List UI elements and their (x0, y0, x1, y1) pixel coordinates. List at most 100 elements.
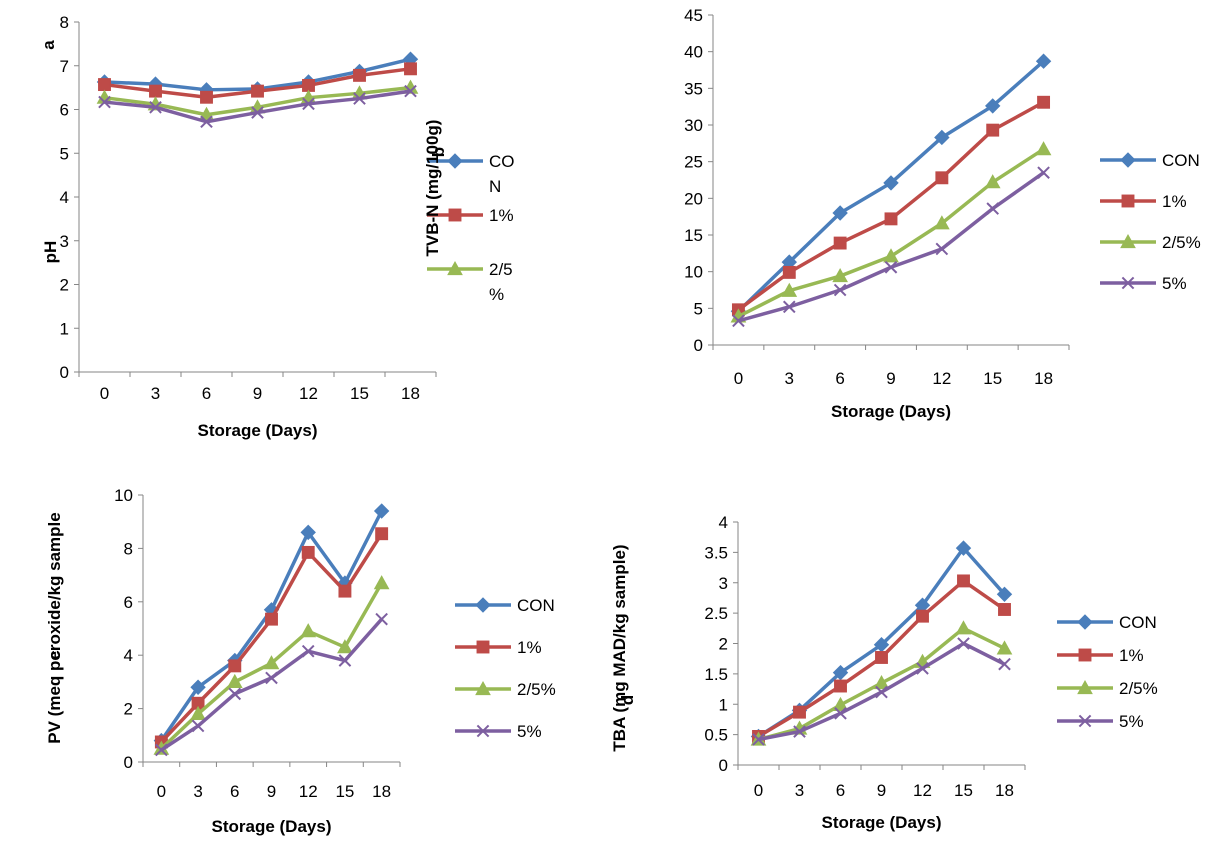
legend-swatch-marker (476, 640, 490, 654)
data-point-5-stroke-b (1037, 166, 1050, 179)
data-point-1 (200, 90, 213, 104)
data-point-5-stroke-b (935, 242, 949, 256)
data-point-5 (155, 743, 168, 757)
series-con (730, 53, 1052, 319)
legend-item-con: CON (427, 152, 515, 196)
data-point-2-5 (190, 705, 206, 721)
y-tick-label: 0 (60, 363, 69, 382)
legend: CON 1% 2/5% 5% (1057, 613, 1158, 731)
data-point-1 (916, 609, 929, 623)
y-tick-label: 20 (684, 189, 703, 208)
data-point-5-stroke-b (957, 637, 970, 650)
x-tick-label: 18 (401, 384, 420, 403)
data-point-5 (149, 101, 162, 114)
data-point-5 (833, 283, 847, 297)
legend-swatch-marker (475, 680, 491, 696)
legend-item-1: 1% (1057, 646, 1144, 665)
data-point-2-5 (337, 639, 353, 654)
legend-swatch-marker (1077, 679, 1093, 695)
legend-item-con: CON (1100, 151, 1200, 170)
data-point-1 (404, 62, 417, 76)
y-axis-title: TVB-N (mg/100g) (423, 120, 442, 257)
data-point-5-stroke-b (916, 662, 929, 675)
data-point-5 (732, 314, 745, 328)
series-1 (752, 574, 1011, 743)
series-1 (154, 527, 389, 749)
legend-label: 1% (1119, 646, 1144, 665)
x-tick-label: 18 (1034, 369, 1053, 388)
data-point-5 (353, 92, 366, 105)
y-tick-label: 0.5 (704, 726, 728, 745)
data-point-2-5 (781, 282, 798, 297)
data-point-1 (375, 527, 389, 541)
y-tick-label: 2 (60, 276, 69, 295)
y-tick-label: 4 (719, 513, 728, 532)
data-point-1 (338, 584, 352, 598)
x-tick-label: 6 (202, 384, 211, 403)
legend-swatch-marker (1078, 648, 1092, 662)
data-point-5 (251, 106, 264, 119)
legend-label: 2/5 (489, 260, 513, 279)
legend-swatch-marker-stroke-b (1078, 714, 1092, 728)
legend-label: CON (1119, 613, 1157, 632)
legend: CON 1% 2/5% 5% (455, 596, 556, 741)
y-tick-label: 25 (684, 153, 703, 172)
y-tick-label: 5 (694, 299, 703, 318)
data-point-5 (98, 95, 111, 109)
data-point-5 (404, 84, 417, 98)
data-point-5-stroke-b (149, 101, 162, 114)
data-point-1 (935, 171, 949, 185)
legend-swatch-marker (447, 260, 463, 276)
legend-item-2-5: 2/5% (1100, 233, 1201, 252)
x-tick-label: 0 (100, 384, 109, 403)
data-point-2-5 (996, 640, 1013, 655)
data-point-2-5 (263, 655, 280, 670)
data-point-1 (957, 574, 970, 588)
legend-label: 2/5% (517, 680, 556, 699)
legend-label: 1% (489, 206, 514, 225)
x-tick-label: 15 (983, 369, 1002, 388)
x-tick-label: 3 (193, 782, 202, 801)
x-tick-label: 9 (877, 781, 886, 800)
legend-label: 2/5% (1119, 679, 1158, 698)
data-point-con (832, 205, 848, 221)
x-tick-label: 0 (754, 781, 763, 800)
data-point-1 (302, 78, 315, 92)
series-line-2-5 (737, 147, 1045, 318)
legend-swatch-marker (1078, 714, 1092, 728)
legend-label: CON (1162, 151, 1200, 170)
legend-swatch-marker-stroke-b (1121, 276, 1135, 290)
legend-label: CON (517, 596, 555, 615)
y-tick-label: 3 (719, 574, 728, 593)
legend-swatch-marker (475, 597, 491, 613)
data-point-2-5 (1035, 141, 1052, 156)
y-tick-label: 1 (60, 319, 69, 338)
y-tick-label: 8 (124, 539, 133, 558)
series-5 (98, 84, 417, 129)
data-point-2-5 (832, 696, 849, 711)
data-point-5 (998, 657, 1011, 671)
data-point-1 (834, 679, 847, 693)
y-tick-label: 7 (60, 57, 69, 76)
x-tick-label: 0 (734, 369, 743, 388)
y-tick-label: 40 (684, 43, 703, 62)
data-point-5-stroke-b (404, 84, 417, 98)
data-point-5-stroke-b (375, 612, 388, 626)
legend-label: 1% (517, 638, 542, 657)
y-tick-label: 4 (60, 188, 69, 207)
y-tick-label: 6 (60, 101, 69, 120)
x-tick-label: 15 (954, 781, 973, 800)
data-point-5 (916, 662, 929, 675)
y-tick-label: 45 (684, 6, 703, 25)
data-point-5-stroke-b (155, 743, 168, 757)
data-point-5-stroke-b (752, 733, 765, 746)
legend-swatch-marker-stroke-b (476, 724, 490, 738)
data-point-5-stroke-b (833, 283, 847, 297)
data-point-1 (228, 659, 242, 673)
data-point-5-stroke-b (986, 202, 1000, 215)
x-tick-label: 3 (785, 369, 794, 388)
chart-panel-b: 0 5 10 15 20 25 30 35 40 45 0 3 6 9 12 15 18 Storage (Day… (423, 6, 1201, 421)
panel-letter: d (618, 695, 637, 705)
